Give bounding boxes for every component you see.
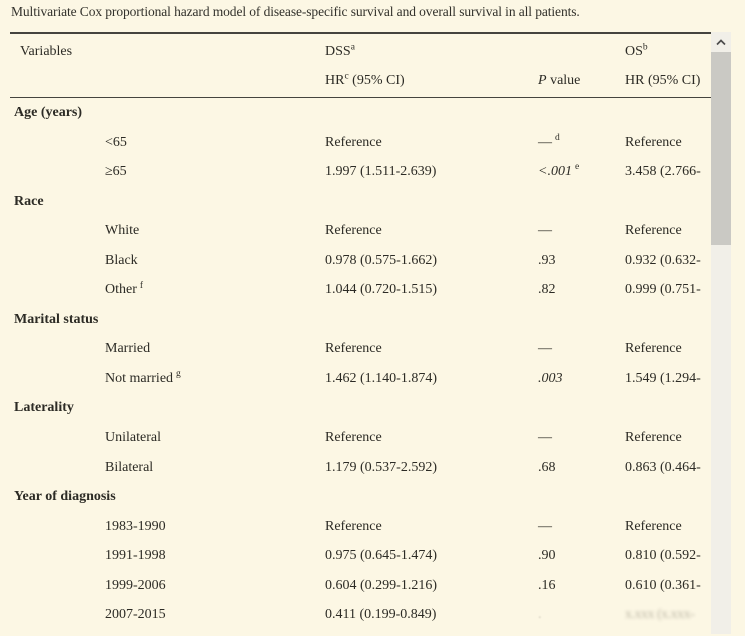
variable-label: Bilateral [105,459,154,475]
table-row: Bilateral 1.179 (0.537-2.592) .68 0.863 (0.… [10,453,711,483]
variable-label: 1991-1998 [105,548,166,564]
scroll-up-button[interactable] [711,32,731,52]
p-value: .68 [538,459,556,475]
dss-hr-value: 0.411 (0.199-0.849) [325,607,437,623]
os-hr-value: 1.549 (1.294- [625,370,701,386]
footnote-marker-f: f [139,280,144,291]
table-row: Married Reference — Reference [10,334,711,364]
column-header-os-hr-ci: HR (95% CI) [625,73,701,88]
p-value: .82 [538,282,556,298]
variable-label: ≥65 [105,164,127,180]
table-row: Not married g 1.462 (1.140-1.874) .003 1.549… [10,364,711,394]
variable-label: 2007-2015 [105,607,166,623]
section-label: Marital status [14,311,99,327]
section-header-row: Race [10,187,711,217]
dss-hr-value: 0.604 (0.299-1.216) [325,577,437,593]
table-row: 1991-1998 0.975 (0.645-1.474) .90 0.810 (0.… [10,541,711,571]
dss-hr-value: Reference [325,341,382,357]
footnote-marker-g: g [176,369,181,380]
variable-label: 1999-2006 [105,577,166,593]
dss-hr-value: 1.179 (0.537-2.592) [325,459,437,475]
p-value: .16 [538,577,556,593]
chevron-up-icon [716,38,726,45]
dss-hr-value: 1.044 (0.720-1.515) [325,282,437,298]
p-value: — [538,341,552,357]
variable-label: Not married g [105,369,181,386]
blurred-illegible-text: x.xxx (x.xxx- [625,607,695,623]
p-value: — [538,223,552,239]
os-hr-value: 0.810 (0.592- [625,548,701,564]
column-header-dss-hr-ci: HRc (95% CI) [325,71,405,88]
dss-hr-value: Reference [325,223,382,239]
p-value: — [538,518,552,534]
footnote-marker-d: d [555,132,560,143]
table-row: White Reference — Reference [10,216,711,246]
os-hr-value: Reference [625,430,682,446]
os-hr-value: 0.610 (0.361- [625,577,701,593]
variable-label: 1983-1990 [105,518,166,534]
os-hr-value: Reference [625,341,682,357]
section-header-row: Marital status [10,305,711,335]
os-hr-value: 3.458 (2.766- [625,164,701,180]
column-header-variables: Variables [20,44,73,59]
p-value: <.001 e [538,162,580,180]
footnote-marker-e: e [574,162,580,173]
dss-hr-value: Reference [325,518,382,534]
section-label: Age (years) [14,105,83,120]
variable-label: Other f [105,280,144,298]
dss-hr-value: Reference [325,430,382,446]
os-hr-value: Reference [625,134,682,150]
scrollbar-thumb[interactable] [711,52,731,245]
p-value: .003 [538,370,563,386]
variable-label: Married [105,341,151,357]
column-header-os: OSb [625,42,648,59]
table-row: Unilateral Reference — Reference [10,423,711,453]
variable-label: Unilateral [105,430,161,446]
table-row: ≥65 1.997 (1.511-2.639) <.001 e 3.458 (2.766… [10,157,711,187]
footnote-marker-b: b [642,42,648,53]
variable-label: <65 [105,134,127,150]
column-header-dss: DSSa [325,42,355,59]
table-row: 1999-2006 0.604 (0.299-1.216) .16 0.610 (0.… [10,571,711,601]
os-hr-value: Reference [625,223,682,239]
table-row: 1983-1990 Reference — Reference [10,512,711,542]
section-header-row: Age (years) [10,98,711,128]
table-row: Black 0.978 (0.575-1.662) .93 0.932 (0.632- [10,246,711,276]
table-caption: Multivariate Cox proportional hazard mod… [11,4,580,19]
dss-hr-value: 0.975 (0.645-1.474) [325,548,437,564]
variable-label: Black [105,252,138,268]
p-value: .93 [538,252,556,268]
cox-model-table: Variables DSSa OSb HRc (95% CI) P value … [10,32,711,636]
table-header: Variables DSSa OSb HRc (95% CI) P value … [10,34,711,98]
table-row: 2007-2015 0.411 (0.199-0.849). x.xxx (x.xx… [10,600,711,630]
dss-hr-value: 1.997 (1.511-2.639) [325,164,437,180]
os-hr-value: 0.863 (0.464- [625,459,701,475]
section-label: Laterality [14,400,74,416]
dss-hr-value: Reference [325,134,382,150]
p-value: — d [538,132,560,150]
footnote-marker-c: c [344,71,349,82]
os-hr-value: Reference [625,518,682,534]
dss-hr-value: 0.978 (0.575-1.662) [325,252,437,268]
column-header-p-value: P value [538,73,581,88]
section-label: Race [14,193,44,209]
p-value: .90 [538,548,556,564]
table-row: <65 Reference — d Reference [10,128,711,158]
os-hr-value: 0.999 (0.751- [625,282,701,298]
section-header-row: Laterality [10,393,711,423]
table-row: Other f 1.044 (0.720-1.515) .82 0.999 (0.751… [10,275,711,305]
p-value-artifact: . [538,607,542,623]
variable-label: White [105,223,140,239]
footnote-marker-a: a [350,42,355,53]
table-body: Age (years) <65 Reference — d Reference ≥65 1.9… [10,98,711,630]
vertical-scrollbar[interactable] [711,32,731,634]
dss-hr-value: 1.462 (1.140-1.874) [325,370,437,386]
section-header-row: Year of diagnosis [10,482,711,512]
section-label: Year of diagnosis [14,489,116,505]
p-value: — [538,430,552,446]
os-hr-value: 0.932 (0.632- [625,252,701,268]
